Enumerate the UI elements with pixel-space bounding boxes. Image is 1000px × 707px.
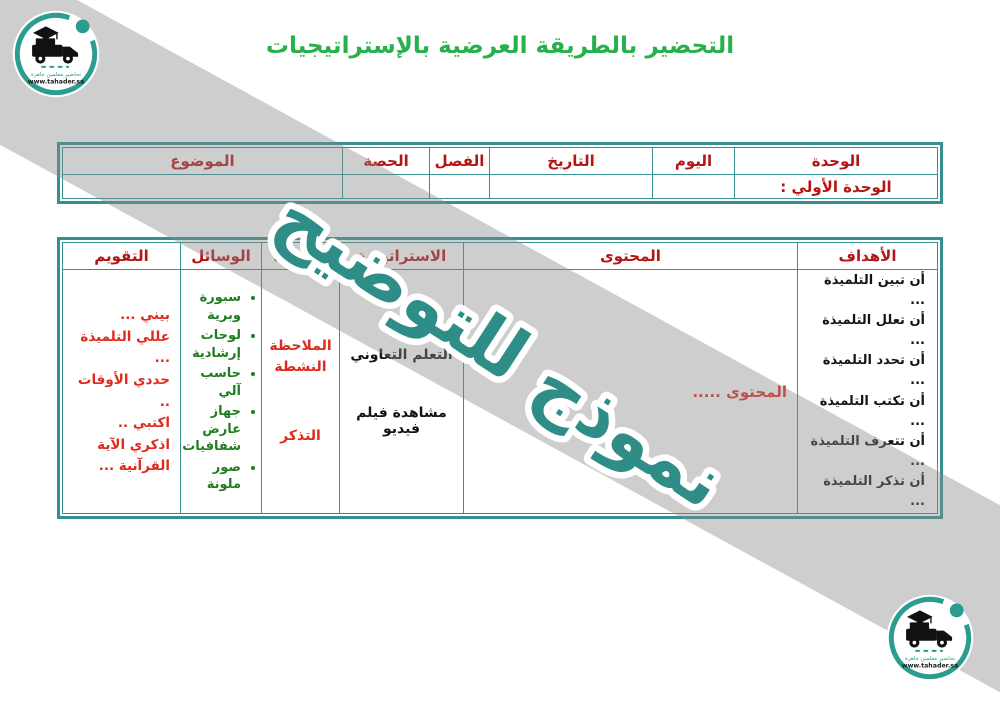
header-tools: الوسائل xyxy=(180,242,262,270)
evaluation-item: عللي التلميذة ... xyxy=(80,328,170,367)
info-table: الوحدة اليوم التاريخ الفصل الحصة الموضوع… xyxy=(57,142,943,204)
logo-website: www.tahader.sa xyxy=(28,78,84,85)
period-value-cell xyxy=(342,174,430,199)
objective-item: أن تعلل التلميذة ... xyxy=(822,312,925,349)
header-strategy: الاستراتيجية xyxy=(339,242,464,270)
header-day: اليوم xyxy=(652,147,735,175)
header-unit: الوحدة xyxy=(734,147,938,175)
skill-item: الملاحظة النشطة xyxy=(269,338,332,375)
objective-item: أن تتعرف التلميذة ... xyxy=(810,433,925,469)
date-value-cell xyxy=(489,174,653,199)
header-content: المحتوى xyxy=(463,242,798,270)
header-date: التاريخ xyxy=(489,147,653,175)
evaluation-item: اكتبي .. xyxy=(117,415,170,432)
unit-value-cell: الوحدة الأولي : xyxy=(734,174,938,199)
truck-icon xyxy=(32,26,79,64)
logo-dot xyxy=(949,603,964,618)
logo-dot xyxy=(75,19,90,34)
evaluation-cell: بيني ... عللي التلميذة ... حددي الأوقات … xyxy=(62,269,181,514)
objective-item: أن تبين التلميذة ... xyxy=(824,272,925,308)
logo-ring xyxy=(888,596,972,680)
header-subject: الموضوع xyxy=(62,147,343,175)
content-cell: المحتوى ..... xyxy=(463,269,798,514)
evaluation-item: بيني ... xyxy=(120,307,170,324)
info-header-row: الوحدة اليوم التاريخ الفصل الحصة الموضوع xyxy=(62,147,938,175)
subject-value-cell xyxy=(62,174,343,199)
evaluation-item: اذكري الآية القرآنية ... xyxy=(97,436,170,475)
skill-cell: الملاحظة النشطة التذكر xyxy=(261,269,340,514)
objective-item: أن تذكر التلميذة ... xyxy=(823,474,925,510)
strategy-item: التعلم التعاوني xyxy=(350,346,453,363)
objectives-cell: أن تبين التلميذة ... أن تعلل التلميذة ..… xyxy=(797,269,938,514)
tahader-logo-icon: تحاضير معلمين جاهزة www.tahader.sa xyxy=(12,10,100,98)
objective-item: أن تحدد التلميذة ... xyxy=(822,353,925,389)
evaluation-item: حددي الأوقات .. xyxy=(77,371,170,410)
tool-item: حاسب آلي xyxy=(183,365,241,400)
strategy-item: مشاهدة فيلم فيديو xyxy=(356,404,447,437)
tool-item: صور ملونة xyxy=(183,459,241,494)
content-text: المحتوى ..... xyxy=(692,382,787,401)
tools-list: سبورة وبرية لوحات إرشادية حاسب آلي جهاز … xyxy=(181,289,261,494)
logo-tagline: تحاضير معلمين جاهزة xyxy=(31,72,82,78)
page-title: التحضير بالطريقة العرضية بالإستراتيجيات xyxy=(265,33,735,59)
tool-item: لوحات إرشادية xyxy=(183,327,241,362)
header-class: الفصل xyxy=(429,147,490,175)
header-objectives: الأهداف xyxy=(797,242,938,270)
tahader-logo-icon: تحاضير معلمين جاهزة www.tahader.sa xyxy=(886,594,974,682)
class-value-cell xyxy=(429,174,490,199)
tool-item: سبورة وبرية xyxy=(183,289,241,324)
lesson-header-row: الأهداف المحتوى الاستراتيجية المهارة الو… xyxy=(62,242,938,270)
objective-item: أن تكتب التلميذة ... xyxy=(819,393,925,429)
logo-website: www.tahader.sa xyxy=(902,662,958,669)
header-skill: المهارة xyxy=(261,242,340,270)
tool-item: جهاز عارض شفافيات xyxy=(182,403,241,456)
skill-item: التذكر xyxy=(280,428,321,444)
header-evaluation: التقويم xyxy=(62,242,181,270)
info-value-row: الوحدة الأولي : xyxy=(62,174,938,199)
lesson-body-row: أن تبين التلميذة ... أن تعلل التلميذة ..… xyxy=(62,269,938,514)
strategy-cell: التعلم التعاوني مشاهدة فيلم فيديو xyxy=(339,269,464,514)
header-period: الحصة xyxy=(342,147,430,175)
tools-cell: سبورة وبرية لوحات إرشادية حاسب آلي جهاز … xyxy=(180,269,262,514)
logo-tagline: تحاضير معلمين جاهزة xyxy=(905,656,956,662)
day-value-cell xyxy=(652,174,735,199)
lesson-table: الأهداف المحتوى الاستراتيجية المهارة الو… xyxy=(57,237,943,519)
